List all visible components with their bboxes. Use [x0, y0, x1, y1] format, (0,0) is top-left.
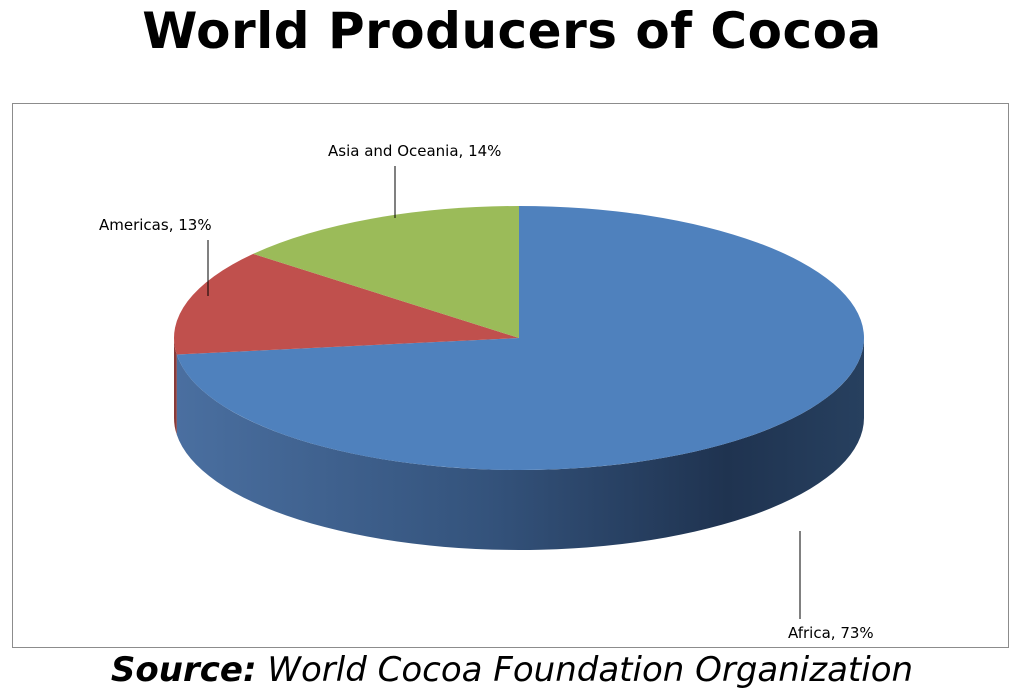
source-caption: Source: World Cocoa Foundation Organizat…	[0, 650, 1024, 690]
chart-title: World Producers of Cocoa	[142, 2, 882, 60]
slice-labels: Africa, 73% Americas, 13% Asia and Oceania…	[99, 142, 874, 642]
pie-slice-africa	[176, 206, 864, 470]
pie-side-group	[174, 338, 865, 551]
pie-side-americas	[174, 338, 177, 435]
pie-chart: Africa, 73% Americas, 13% Asia and Oceania…	[99, 142, 874, 642]
source-text: World Cocoa Foundation Organization	[267, 650, 914, 690]
slice-label-africa: Africa, 73%	[788, 624, 874, 642]
pie-slice-americas	[173, 253, 519, 355]
pie-side-africa	[176, 338, 865, 551]
slice-label-americas: Americas, 13%	[99, 216, 212, 234]
leader-lines	[207, 166, 801, 619]
pie-top-group	[173, 206, 864, 470]
slice-label-asia-and-oceania: Asia and Oceania, 14%	[328, 142, 501, 160]
pie-slice-asia-and-oceania	[253, 206, 520, 338]
source-label: Source:	[110, 650, 257, 690]
